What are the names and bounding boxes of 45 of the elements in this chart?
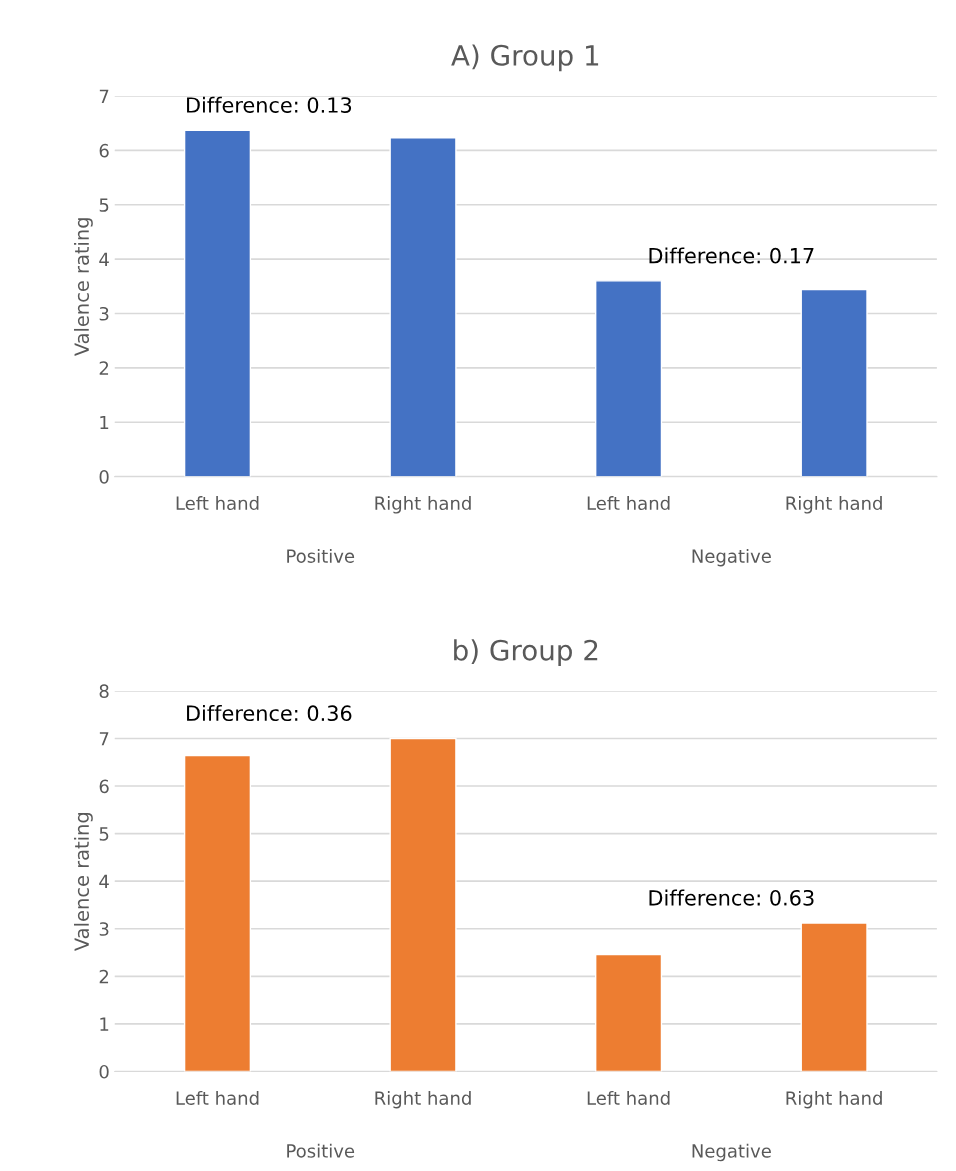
- text: Positive: [287, 548, 355, 563]
- bar: [389, 737, 457, 1072]
- annotation: Difference: 0.17: [649, 247, 814, 264]
- y-tick-label: 7: [99, 732, 109, 746]
- y-axis-title: Valence rating: [74, 813, 93, 951]
- y-tick-label: 2: [99, 969, 109, 984]
- bar: [594, 953, 663, 1072]
- bar: [183, 129, 252, 477]
- bar: [594, 280, 663, 477]
- y-tick-label: 6: [99, 143, 109, 158]
- y-tick-label: 1: [100, 1017, 109, 1031]
- y-tick-label: 3: [99, 922, 109, 936]
- y-tick-label: 0: [99, 1064, 109, 1079]
- y-tick-label: 7: [99, 89, 109, 103]
- y-tick-label: 4: [99, 252, 109, 266]
- annotation: Difference: 0.63: [649, 889, 814, 906]
- y-tick-label: 8: [99, 684, 109, 699]
- chart-title: A) Group 1: [451, 44, 599, 72]
- text: Negative: [692, 548, 771, 567]
- y-axis-title: Valence rating: [74, 218, 93, 357]
- x-tick-label: Left hand: [587, 496, 670, 511]
- x-tick-label: Right hand: [786, 1090, 882, 1109]
- annotation: Difference: 0.13: [187, 96, 352, 113]
- text: Negative: [692, 1143, 771, 1162]
- y-tick-label: 6: [99, 779, 109, 794]
- x-tick-label: Right hand: [375, 496, 471, 514]
- bar: [183, 754, 252, 1072]
- y-tick-label: 0: [99, 470, 109, 484]
- bar: [389, 137, 457, 477]
- y-tick-label: 2: [99, 361, 109, 375]
- y-tick-label: 5: [99, 827, 109, 841]
- chart-title: b) Group 2: [454, 639, 598, 667]
- x-tick-label: Right hand: [375, 1090, 471, 1109]
- x-tick-label: Left hand: [176, 1090, 259, 1105]
- bar: [800, 922, 868, 1072]
- x-tick-label: Left hand: [176, 496, 259, 511]
- x-tick-label: Left hand: [587, 1090, 670, 1105]
- y-tick-label: 5: [99, 198, 109, 212]
- y-tick-label: 3: [99, 306, 109, 321]
- y-tick-label: 1: [100, 415, 109, 430]
- annotation: Difference: 0.36: [187, 704, 352, 722]
- bar: [800, 288, 868, 477]
- text: Positive: [287, 1143, 355, 1158]
- y-tick-label: 4: [99, 874, 109, 889]
- x-tick-label: Right hand: [786, 496, 882, 514]
